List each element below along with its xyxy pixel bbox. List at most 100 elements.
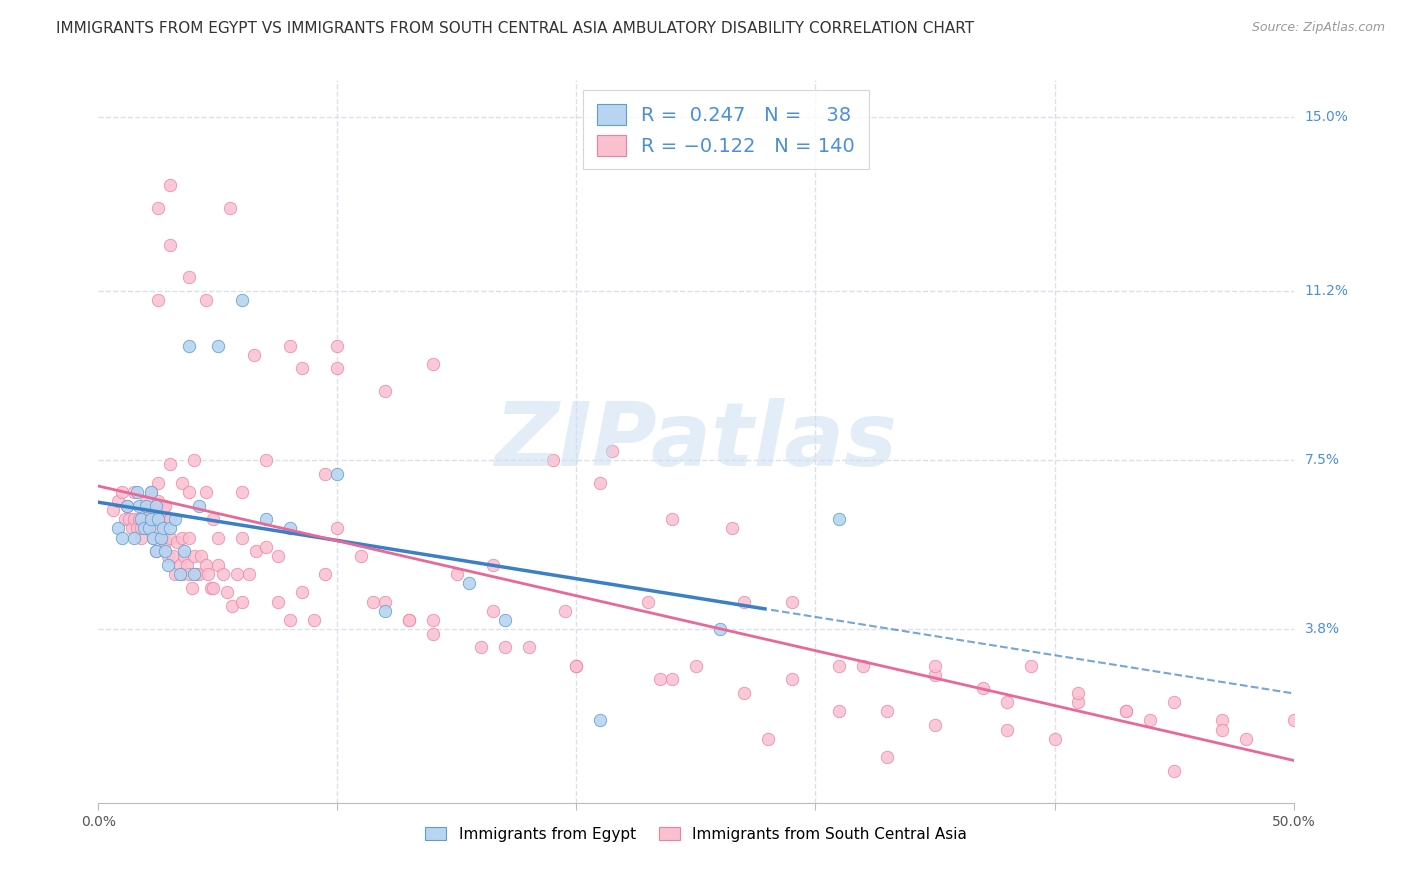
Point [166,535,188,549]
Point [685,658,707,673]
Point [221,599,243,614]
Point [374,384,396,399]
Point [131,531,153,545]
Point [494,613,516,627]
Point [231,484,253,499]
Point [124,512,146,526]
Point [115,499,138,513]
Point [733,686,755,700]
Point [202,512,225,526]
Point [156,549,179,563]
Point [186,567,208,582]
Point [995,723,1018,737]
Point [637,594,659,608]
Point [398,613,420,627]
Point [139,484,162,499]
Point [1211,714,1233,728]
Point [172,531,194,545]
Point [278,613,301,627]
Point [179,567,201,582]
Point [101,503,124,517]
Point [131,512,153,526]
Point [114,512,136,526]
Point [924,667,946,681]
Point [756,731,779,746]
Point [1043,731,1066,746]
Point [183,549,205,563]
Point [828,658,851,673]
Point [149,512,172,526]
Point [187,499,209,513]
Point [494,640,516,655]
Point [267,594,290,608]
Point [148,521,170,535]
Point [565,658,588,673]
Point [128,499,150,513]
Point [780,594,803,608]
Point [211,567,233,582]
Point [245,544,267,558]
Point [302,613,325,627]
Point [554,604,576,618]
Point [828,512,851,526]
Point [278,521,301,535]
Point [111,484,134,499]
Point [481,558,505,572]
Point [187,567,209,582]
Point [254,453,277,467]
Point [135,499,157,513]
Point [200,581,222,595]
Point [145,544,167,558]
Point [125,484,148,499]
Point [876,704,898,718]
Point [132,521,155,535]
Point [180,581,202,595]
Point [602,443,624,458]
Legend: Immigrants from Egypt, Immigrants from South Central Asia: Immigrants from Egypt, Immigrants from S… [418,819,974,849]
Point [139,512,162,526]
Point [195,484,218,499]
Point [155,544,177,558]
Point [661,673,683,687]
Point [446,567,468,582]
Point [149,531,172,545]
Point [470,640,492,655]
Point [152,503,174,517]
Point [179,531,201,545]
Point [1282,714,1305,728]
Point [1115,704,1137,718]
Point [155,535,177,549]
Point [190,549,212,563]
Point [924,658,946,673]
Point [173,549,195,563]
Point [128,512,150,526]
Point [183,453,205,467]
Point [1067,695,1090,709]
Point [148,494,170,508]
Point [422,357,444,371]
Point [183,567,205,582]
Point [1019,658,1042,673]
Point [709,622,731,636]
Point [138,503,160,517]
Point [458,576,481,591]
Point [148,475,170,490]
Point [169,558,191,572]
Point [1115,704,1137,718]
Point [243,348,266,362]
Point [565,658,588,673]
Point [661,512,683,526]
Point [145,544,167,558]
Point [149,531,172,545]
Point [163,567,186,582]
Text: 7.5%: 7.5% [1305,453,1340,467]
Point [159,521,181,535]
Point [374,604,396,618]
Point [721,521,744,535]
Point [1234,731,1257,746]
Point [326,338,349,352]
Point [207,338,229,352]
Point [159,238,181,252]
Point [1163,695,1185,709]
Point [219,202,242,216]
